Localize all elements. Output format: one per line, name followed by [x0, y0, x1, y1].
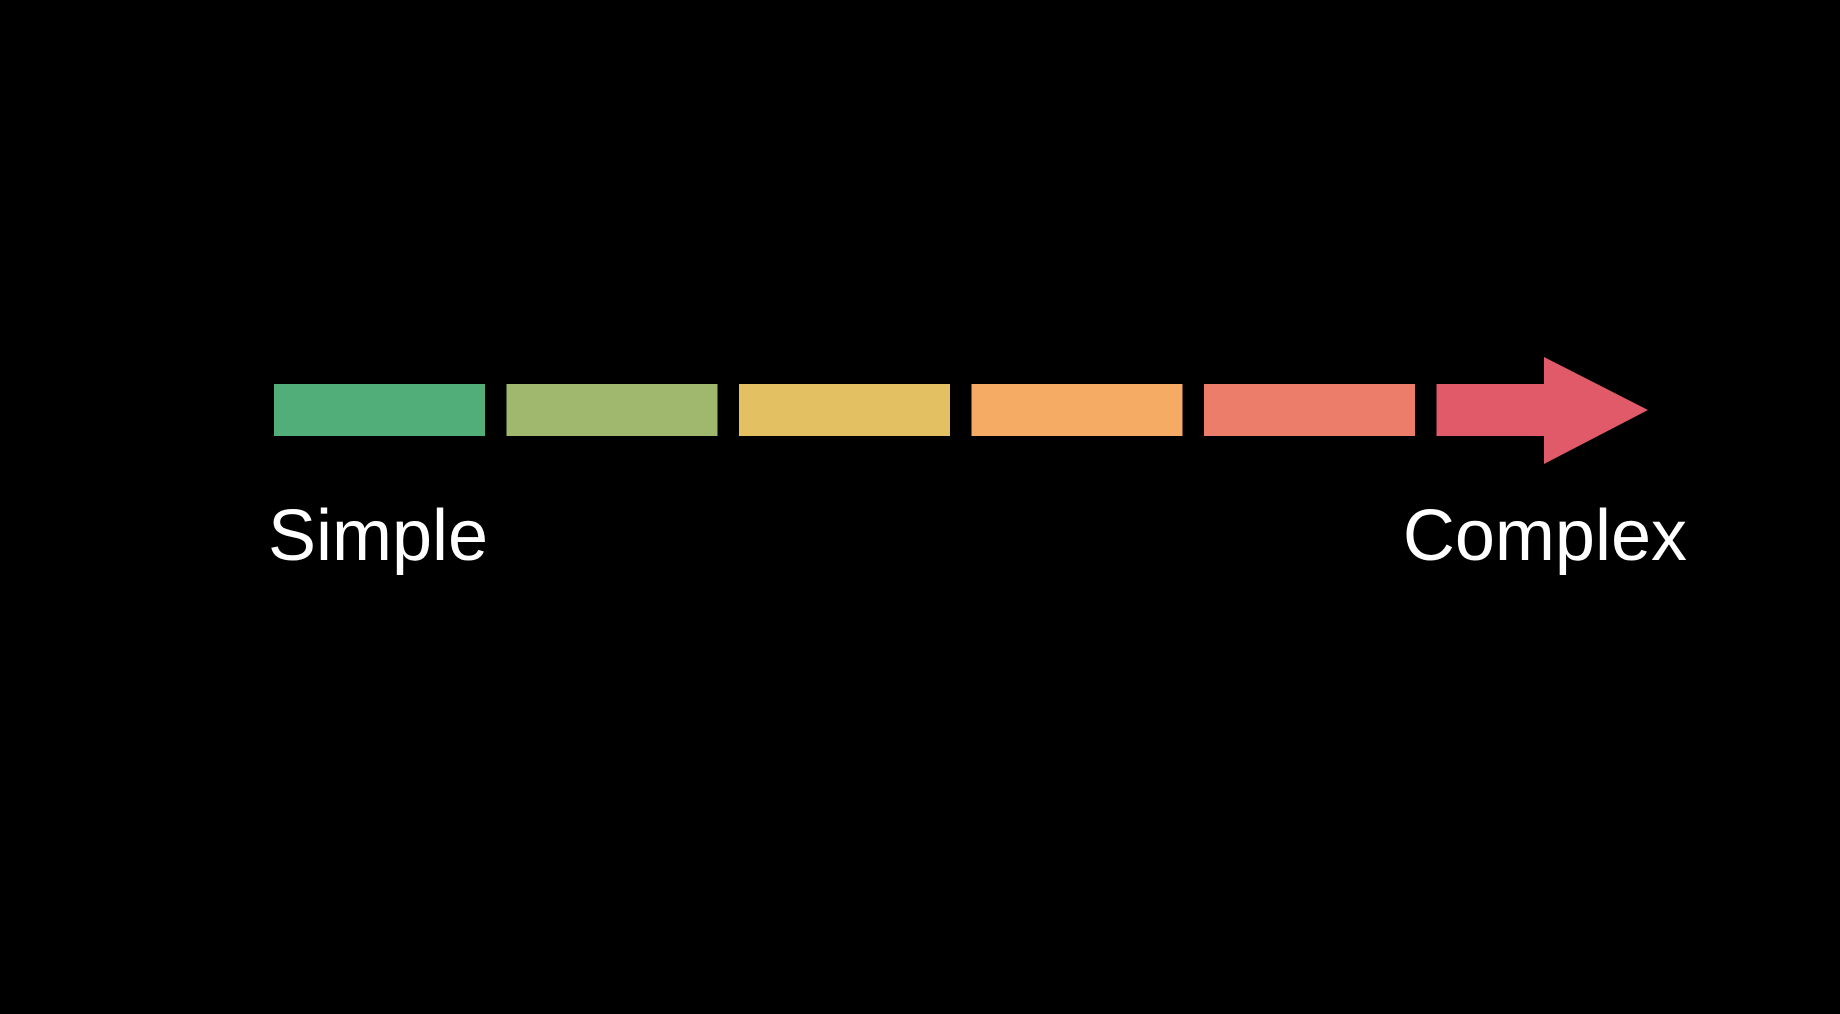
scale-segment-1: [274, 384, 485, 436]
arrow-head-segment: [1436, 357, 1648, 464]
scale-segment-2: [506, 384, 718, 436]
end-label-complex: Complex: [1402, 496, 1687, 576]
scale-segment-4: [971, 384, 1183, 436]
scale-segment-3: [739, 384, 950, 436]
start-label-simple: Simple: [268, 496, 489, 576]
scale-segments: [274, 357, 1648, 464]
scale-segment-5: [1204, 384, 1415, 436]
